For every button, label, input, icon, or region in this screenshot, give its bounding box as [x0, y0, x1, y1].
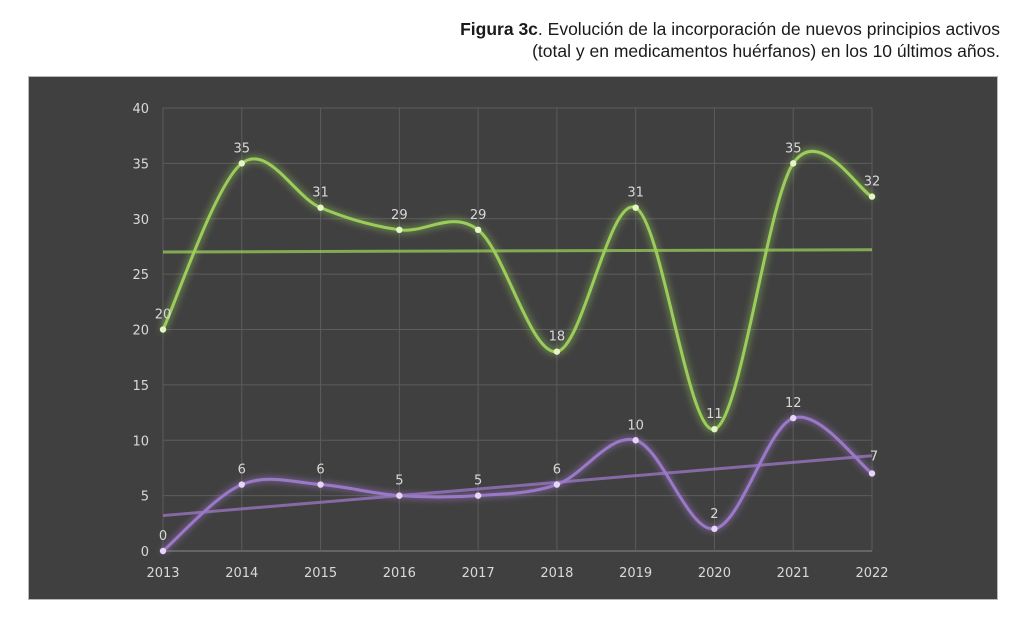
data-label-huerfanos: 0: [159, 529, 167, 544]
data-point-total: [317, 204, 324, 211]
data-point-total: [159, 326, 167, 333]
x-tick-label: 2014: [225, 566, 258, 581]
y-tick-label: 40: [132, 102, 149, 117]
series-line-huerfanos: [161, 415, 874, 553]
data-label-total: 31: [627, 186, 644, 201]
data-point-huerfanos: [474, 492, 482, 499]
data-label-huerfanos: 6: [553, 463, 561, 478]
data-point-total: [553, 348, 561, 355]
data-label-total: 18: [549, 330, 566, 345]
chart-panel: 0 5 10 15 20 25 30 35 40 2013 2014 2015 2016 2017 2018…: [28, 76, 998, 600]
y-tick-label: 30: [132, 213, 149, 228]
series-line-total: [161, 149, 874, 431]
trendline-total: [162, 248, 873, 254]
data-point-total: [868, 193, 876, 200]
x-tick-label: 2016: [383, 566, 416, 581]
data-point-huerfanos: [553, 481, 561, 488]
y-tick-label: 10: [132, 434, 149, 449]
caption-line-1: Figura 3c. Evolución de la incorporación…: [460, 18, 1000, 40]
caption-figure-number: Figura 3c: [460, 19, 538, 39]
data-point-huerfanos: [317, 481, 324, 488]
data-point-total: [632, 204, 639, 211]
caption-line-2: (total y en medicamentos huérfanos) en l…: [532, 41, 1000, 61]
data-point-huerfanos: [790, 414, 797, 422]
data-label-huerfanos: 6: [238, 463, 246, 478]
data-label-huerfanos: 6: [316, 463, 324, 478]
data-label-total: 35: [234, 141, 251, 156]
trendline-huerfanos: [162, 454, 873, 518]
data-label-huerfanos: 10: [627, 418, 644, 433]
data-label-total: 35: [785, 141, 802, 156]
x-tick-label: 2022: [855, 566, 888, 581]
data-point-huerfanos: [396, 492, 403, 499]
x-tick-label: 2017: [462, 566, 495, 581]
x-tick-label: 2018: [540, 566, 573, 581]
data-label-total: 31: [312, 186, 329, 201]
data-label-total: 32: [864, 175, 881, 190]
caption-text-1: . Evolución de la incorporación de nuevo…: [537, 19, 1000, 39]
data-label-total: 29: [391, 208, 408, 223]
data-label-huerfanos: 2: [710, 507, 718, 522]
data-point-total: [238, 160, 245, 167]
figure-caption: Figura 3c. Evolución de la incorporación…: [460, 18, 1000, 62]
data-point-huerfanos: [159, 547, 167, 555]
data-label-total: 29: [470, 208, 487, 223]
data-label-huerfanos: 5: [474, 474, 482, 489]
x-tick-label: 2013: [146, 566, 179, 581]
y-tick-label: 5: [141, 490, 149, 505]
data-point-huerfanos: [632, 437, 639, 444]
data-label-huerfanos: 7: [870, 449, 878, 464]
x-tick-label: 2020: [698, 566, 731, 581]
x-tick-label: 2019: [619, 566, 652, 581]
y-tick-label: 15: [132, 379, 149, 394]
data-point-huerfanos: [238, 481, 245, 488]
data-point-total: [790, 160, 797, 167]
data-label-total: 11: [706, 407, 723, 422]
x-tick-label: 2015: [304, 566, 337, 581]
data-label-huerfanos: 12: [785, 396, 802, 411]
y-tick-label: 0: [141, 545, 149, 560]
data-point-total: [396, 226, 403, 234]
y-tick-label: 25: [132, 268, 149, 283]
x-tick-label: 2021: [777, 566, 810, 581]
data-point-total: [711, 425, 718, 433]
y-tick-label: 20: [132, 324, 149, 339]
data-point-total: [474, 226, 482, 234]
data-point-huerfanos: [868, 470, 876, 477]
y-tick-label: 35: [132, 157, 149, 172]
data-label-total: 20: [155, 308, 172, 323]
data-label-huerfanos: 5: [395, 474, 403, 489]
data-point-huerfanos: [711, 525, 718, 533]
